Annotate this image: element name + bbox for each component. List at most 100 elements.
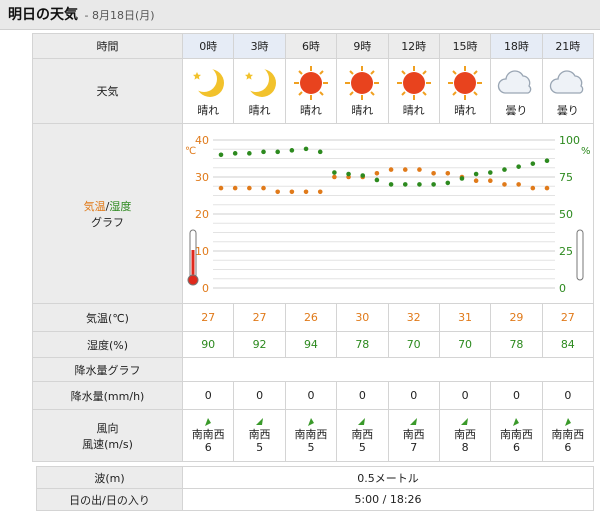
wind-direction: 南南西 — [551, 428, 585, 441]
temp-cell: 32 — [387, 303, 440, 332]
weather-row: 天気 晴れ 晴れ 晴れ — [32, 58, 595, 124]
temp-point — [473, 177, 479, 183]
hour-cell: 21時 — [541, 33, 595, 59]
hour-cell: 9時 — [336, 33, 389, 59]
humidity-cell: 84 — [541, 331, 595, 358]
temp-point — [303, 189, 309, 194]
weather-cell: 晴れ — [181, 58, 235, 124]
humidity-point — [473, 171, 479, 176]
temp-point — [417, 166, 422, 172]
humidity-point — [360, 172, 366, 178]
wind-cell: 南南西 5 — [284, 409, 338, 462]
temp-cell: 26 — [284, 303, 338, 332]
chart-left-tick-label: 30 — [195, 171, 209, 184]
wind-direction: 南西 — [248, 428, 271, 441]
temp-point — [317, 189, 323, 194]
precip-cell: 0 — [284, 381, 338, 410]
humidity-point — [247, 150, 252, 156]
graph-row-label: 気温/湿度 グラフ — [32, 123, 183, 304]
weather-label: 晴れ — [248, 103, 271, 117]
humidity-cell: 70 — [387, 331, 440, 358]
humidity-cell: 78 — [336, 331, 389, 358]
wind-arrow-icon — [513, 418, 520, 426]
wind-direction: 南西 — [402, 428, 425, 441]
temp-cell: 27 — [541, 303, 595, 332]
weather-label: 晴れ — [299, 103, 322, 117]
weather-cell: 曇り — [490, 58, 543, 124]
chart-right-tick-label: 50 — [559, 208, 573, 221]
humidity-cell: 78 — [490, 331, 543, 358]
chart-right-tick-label: 100 — [559, 134, 580, 147]
sun-icon — [448, 65, 483, 100]
temp-point — [445, 170, 451, 176]
wind-arrow-icon — [255, 418, 263, 425]
temp-cell: 30 — [336, 303, 389, 332]
weather-label: 曇り — [505, 103, 528, 117]
humidity-row: 湿度(%) 90 92 94 78 70 70 78 84 — [32, 331, 595, 358]
weather-cell: 曇り — [541, 58, 595, 124]
precip-graph-row-label: 降水量グラフ — [32, 357, 183, 382]
weather-label: 晴れ — [197, 103, 220, 117]
wind-speed: 6 — [204, 441, 212, 454]
precip-graph-cell — [182, 357, 594, 382]
humidity-point — [346, 171, 351, 176]
precip-row-label: 降水量(mm/h) — [32, 381, 183, 410]
temp-point — [247, 185, 252, 190]
hour-row-label: 時間 — [32, 33, 183, 59]
humidity-point — [488, 169, 493, 175]
precip-graph-row: 降水量グラフ — [32, 357, 594, 382]
sun-icon — [293, 65, 328, 100]
temp-row-label: 気温(℃) — [32, 303, 183, 332]
wind-speed: 6 — [512, 441, 520, 454]
humidity-cell: 90 — [181, 331, 235, 358]
wind-cell: 南南西 6 — [541, 409, 595, 462]
title-separator: - — [84, 9, 89, 22]
weather-cell: 晴れ — [284, 58, 338, 124]
humidity-cell: 94 — [284, 331, 338, 358]
wind-speed: 6 — [564, 441, 572, 454]
temp-cell: 31 — [438, 303, 492, 332]
thermometer-fill — [191, 249, 195, 276]
humidity-point — [317, 149, 323, 154]
graph-slash: / — [105, 199, 110, 213]
temp-point — [275, 189, 280, 194]
wind-cell: 南西 7 — [387, 409, 440, 462]
precip-cell: 0 — [233, 381, 286, 410]
hour-row: 時間 0時 3時 6時 9時 12時 15時 18時 21時 — [32, 33, 595, 59]
wind-arrow-icon — [307, 418, 314, 426]
humidity-point — [502, 166, 507, 172]
cloud-icon — [498, 69, 532, 94]
weather-label: 晴れ — [402, 103, 425, 117]
wind-cell: 南南西 6 — [181, 409, 235, 462]
precip-cell: 0 — [438, 381, 492, 410]
precip-cell: 0 — [336, 381, 389, 410]
wind-cell: 南西 5 — [233, 409, 286, 462]
wind-arrow-icon — [564, 418, 571, 426]
graph-word: グラフ — [91, 215, 124, 229]
forecast-date: 8月18日(月) — [91, 9, 155, 22]
humidity-point — [303, 146, 309, 151]
wind-speed: 5 — [307, 441, 315, 454]
wind-speed-label: 風速(m/s) — [82, 437, 133, 451]
humidity-point — [417, 181, 422, 187]
temp-cell: 27 — [233, 303, 286, 332]
chart-right-tick-label: 75 — [559, 171, 573, 184]
sun-row: 日の出/日の入り 5:00 / 18:26 — [36, 488, 594, 511]
temp-point — [544, 185, 550, 190]
wind-speed: 8 — [461, 441, 469, 454]
humidity-point — [516, 163, 521, 169]
humidity-point — [374, 177, 380, 182]
chart-left-tick-label: 10 — [195, 245, 209, 258]
wind-cell: 南西 8 — [438, 409, 492, 462]
graph-temp-label: 気温 — [83, 199, 106, 213]
chart-left-tick-label: 20 — [195, 208, 209, 221]
precip-cell: 0 — [490, 381, 543, 410]
hour-cell: 18時 — [490, 33, 543, 59]
hygrometer-icon — [576, 229, 584, 280]
humidity-cell: 70 — [438, 331, 492, 358]
wind-row: 風向 風速(m/s) 南南西 6 南西 5 南南西 5 南西 5 南西 7 — [32, 409, 595, 462]
temp-cell: 29 — [490, 303, 543, 332]
temp-point — [218, 185, 224, 190]
temp-point — [374, 170, 380, 176]
cloud-icon — [549, 69, 584, 94]
